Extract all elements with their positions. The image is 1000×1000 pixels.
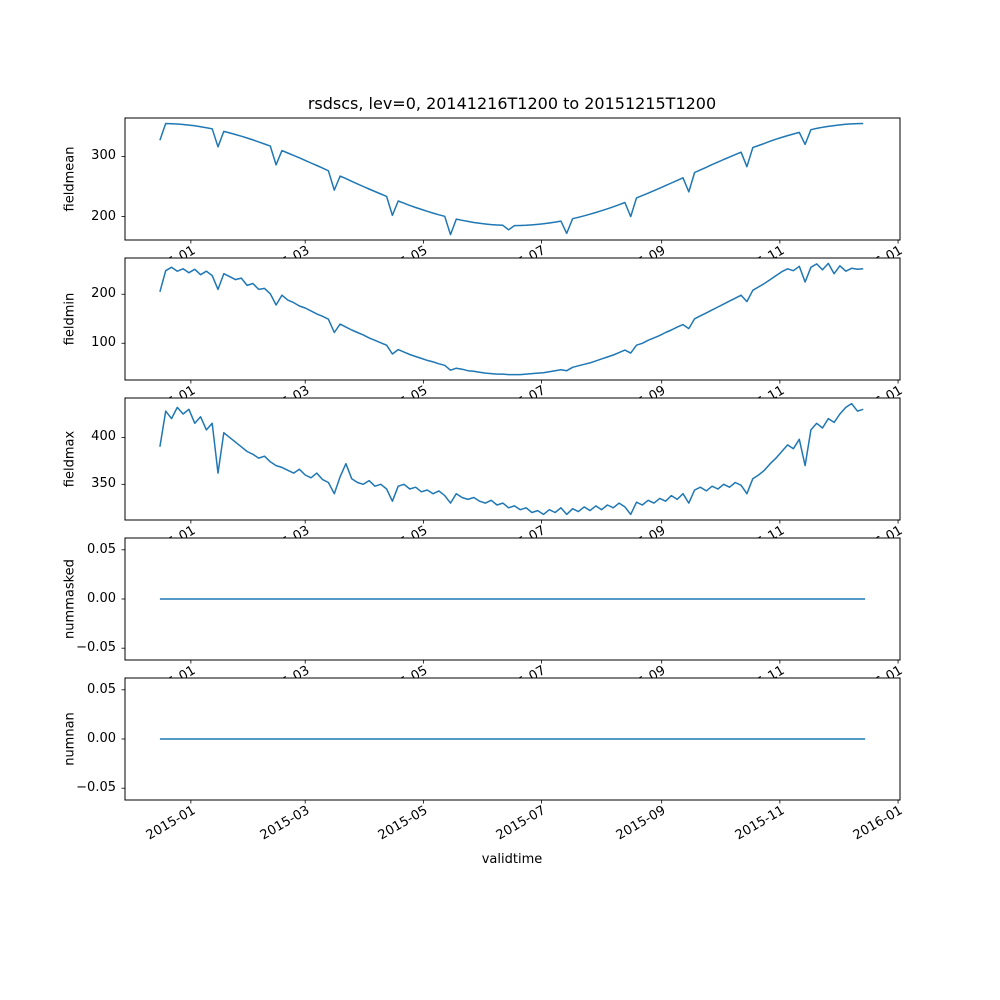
axes-fieldmax [121, 397, 901, 524]
subplot-fieldmin: fieldmin 2015-012015-032015-052015-07201… [63, 257, 905, 423]
axes-nummasked [121, 537, 901, 664]
y-tick-label: 0.00 [87, 731, 116, 746]
axes-numnan [121, 677, 901, 804]
y-tick-label: −0.05 [76, 640, 116, 656]
y-tick-label: 0.05 [87, 541, 116, 557]
subplot-nummasked: nummasked 2015-012015-032015-052015-0720… [63, 537, 905, 703]
y-axis-label-fieldmin: fieldmin [62, 292, 78, 346]
x-tick-label: 2015-03 [257, 803, 313, 844]
axes-frame [124, 117, 901, 241]
data-line-fieldmax [159, 402, 864, 516]
axes-fieldmean [121, 117, 901, 244]
y-tick-label: 0.00 [87, 591, 116, 606]
y-axis-label-fieldmean: fieldmean [62, 146, 78, 212]
y-axis-label-fieldmax: fieldmax [62, 430, 78, 488]
axes-frame [124, 397, 901, 521]
y-tick-label: 200 [91, 286, 116, 302]
y-axis-label-numnan: numnan [62, 712, 78, 766]
axes-frame [124, 257, 901, 381]
y-axis-label-nummasked: nummasked [62, 559, 78, 639]
x-tick-label: 2015-09 [614, 803, 669, 844]
y-tick-label: 200 [91, 208, 116, 224]
subplot-fieldmean: fieldmean 2015-012015-032015-052015-0720… [63, 117, 905, 283]
axes-fieldmin [121, 257, 901, 384]
y-tick-label: 400 [91, 429, 116, 445]
y-tick-label: −0.05 [76, 780, 116, 796]
x-tick-label: 2015-01 [143, 803, 198, 844]
x-tick-label: 2015-11 [732, 803, 787, 844]
data-line-fieldmean [159, 122, 864, 236]
y-tick-label: 300 [91, 148, 116, 164]
subplot-fieldmax: fieldmax 2015-012015-032015-052015-07201… [63, 397, 905, 563]
figure-title: rsdscs, lev=0, 20141216T1200 to 20151215… [307, 94, 717, 113]
x-tick-label: 2015-05 [375, 803, 431, 844]
x-axis-label: validtime [481, 852, 543, 867]
subplot-numnan: numnan 2015-01 2015-03 2015-05 2015-07 2015-… [63, 677, 905, 843]
y-tick-label: 100 [91, 335, 116, 351]
x-tick-label: 2015-07 [494, 803, 549, 844]
x-tick-label: 2016-01 [850, 803, 906, 844]
y-tick-label: 350 [91, 476, 116, 492]
y-tick-label: 0.05 [87, 681, 116, 697]
data-line-fieldmin [159, 262, 864, 376]
